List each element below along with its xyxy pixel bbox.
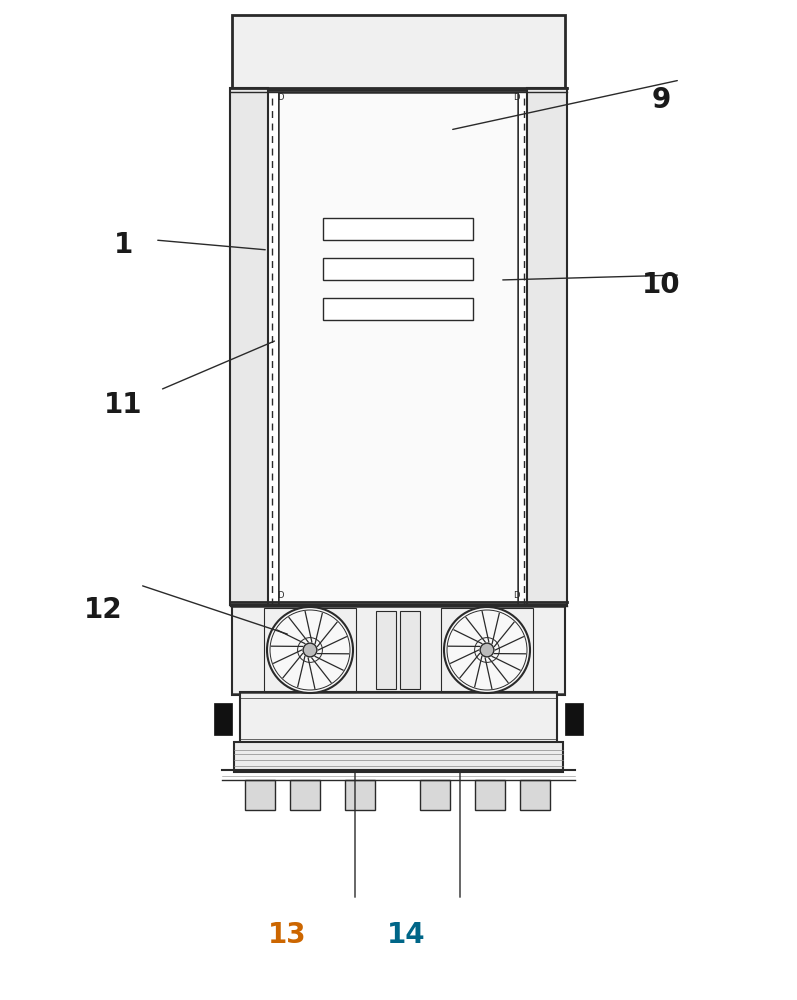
Bar — [323, 218, 473, 240]
Bar — [245, 780, 275, 810]
Text: 14: 14 — [387, 921, 426, 949]
Bar — [527, 88, 567, 605]
Text: 1: 1 — [114, 231, 133, 259]
Bar — [240, 692, 557, 745]
Text: 10: 10 — [642, 271, 681, 299]
Text: 12: 12 — [84, 596, 123, 624]
Bar — [214, 702, 232, 734]
Bar — [420, 780, 450, 810]
Bar — [323, 258, 473, 280]
Bar — [475, 780, 505, 810]
Bar — [441, 608, 533, 692]
Circle shape — [303, 643, 317, 657]
Bar — [230, 88, 268, 605]
Text: 9: 9 — [652, 86, 671, 114]
Bar — [520, 780, 550, 810]
Bar — [290, 780, 320, 810]
Bar — [279, 93, 517, 605]
Bar — [264, 608, 356, 692]
Bar — [234, 742, 563, 772]
Bar — [376, 611, 396, 689]
Bar — [232, 15, 565, 90]
Bar — [401, 611, 421, 689]
Circle shape — [480, 643, 494, 657]
Text: D: D — [277, 591, 283, 600]
Bar — [345, 780, 375, 810]
Circle shape — [267, 607, 353, 693]
Text: D: D — [277, 94, 283, 103]
Text: D: D — [512, 591, 520, 600]
Text: 13: 13 — [268, 921, 306, 949]
Text: 11: 11 — [104, 391, 143, 419]
Circle shape — [444, 607, 530, 693]
Bar — [232, 605, 565, 695]
Bar — [323, 298, 473, 320]
Bar — [565, 702, 583, 734]
Text: D: D — [512, 94, 520, 103]
